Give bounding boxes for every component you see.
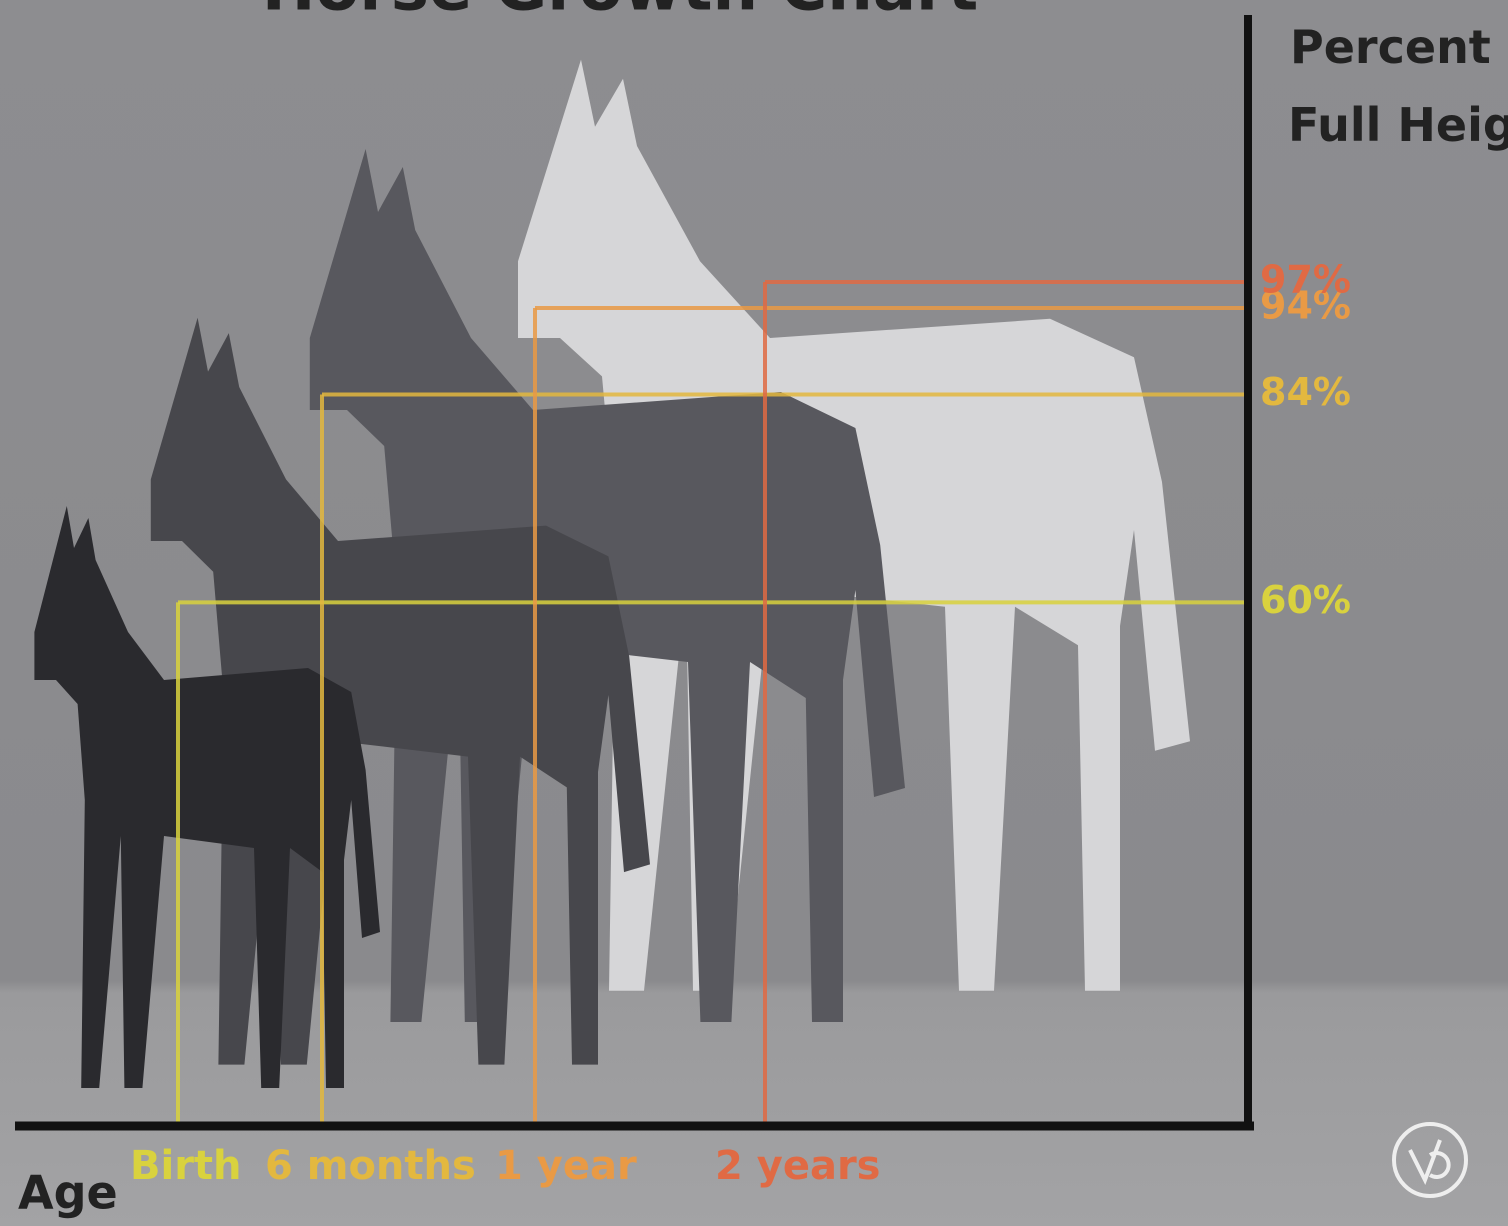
logo-mark (1408, 1139, 1451, 1185)
x-axis-label: Age (18, 1166, 118, 1220)
chart-title: Horse Growth Chart (262, 0, 978, 26)
growth-marks: 60% Birth 84% 6 months 94% 1 year 97% 2 years (130, 257, 1351, 1189)
value-label: 97% (1260, 257, 1351, 301)
value-label: 94% (1260, 283, 1351, 327)
value-label: 84% (1260, 370, 1351, 414)
age-label: 6 months (265, 1143, 476, 1189)
value-label: 60% (1260, 578, 1351, 622)
age-label: Birth (130, 1143, 242, 1189)
age-label: 1 year (495, 1143, 637, 1189)
y-axis-label: Percent ofFull Height (1288, 20, 1508, 152)
logo (1392, 1122, 1468, 1198)
logo-ring (1392, 1122, 1468, 1198)
age-label: 2 years (715, 1143, 881, 1189)
